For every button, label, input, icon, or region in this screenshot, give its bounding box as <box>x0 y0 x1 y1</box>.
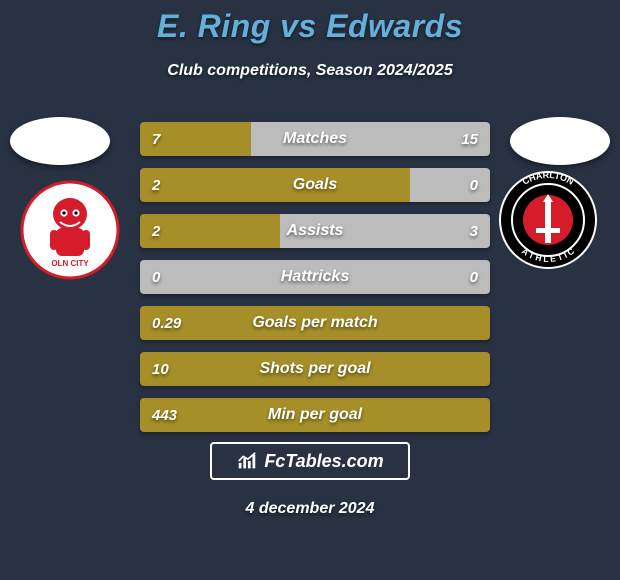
stat-bar-left-segment <box>140 122 251 156</box>
right-flag <box>510 117 610 165</box>
stat-row: 10Shots per goal <box>140 352 490 386</box>
stat-row: 23Assists <box>140 214 490 248</box>
stat-bar-right-segment <box>251 122 490 156</box>
stat-bar-right-segment <box>410 168 490 202</box>
stat-bar-left-segment <box>140 306 490 340</box>
page-title: E. Ring vs Edwards <box>0 8 620 45</box>
stats-bar-group: 715Matches 20Goals 23Assists 00Hattricks 0.2… <box>140 122 490 444</box>
stat-row: 20Goals <box>140 168 490 202</box>
page-subtitle: Club competitions, Season 2024/2025 <box>0 62 620 80</box>
stat-row: 0.29Goals per match <box>140 306 490 340</box>
stat-bar-right-segment <box>280 214 490 248</box>
footer-brand: FcTables.com <box>210 442 410 480</box>
chart-icon <box>236 450 258 472</box>
stat-bar-left-segment <box>140 398 490 432</box>
stat-row: 443Min per goal <box>140 398 490 432</box>
svg-text:OLN CITY: OLN CITY <box>51 259 89 268</box>
stat-bar-left-segment <box>140 214 280 248</box>
footer-date: 4 december 2024 <box>0 500 620 518</box>
left-team-badge: OLN CITY <box>20 180 120 280</box>
comparison-infographic: E. Ring vs Edwards Club competitions, Se… <box>0 0 620 580</box>
stat-bar-left-segment <box>140 168 410 202</box>
stat-bar-right-segment <box>140 260 490 294</box>
footer-brand-text: FcTables.com <box>264 451 383 472</box>
left-flag <box>10 117 110 165</box>
stat-row: 715Matches <box>140 122 490 156</box>
stat-bar-left-segment <box>140 352 490 386</box>
stat-row: 00Hattricks <box>140 260 490 294</box>
right-team-badge: CHARLTON A T H L E T I C <box>498 170 598 270</box>
